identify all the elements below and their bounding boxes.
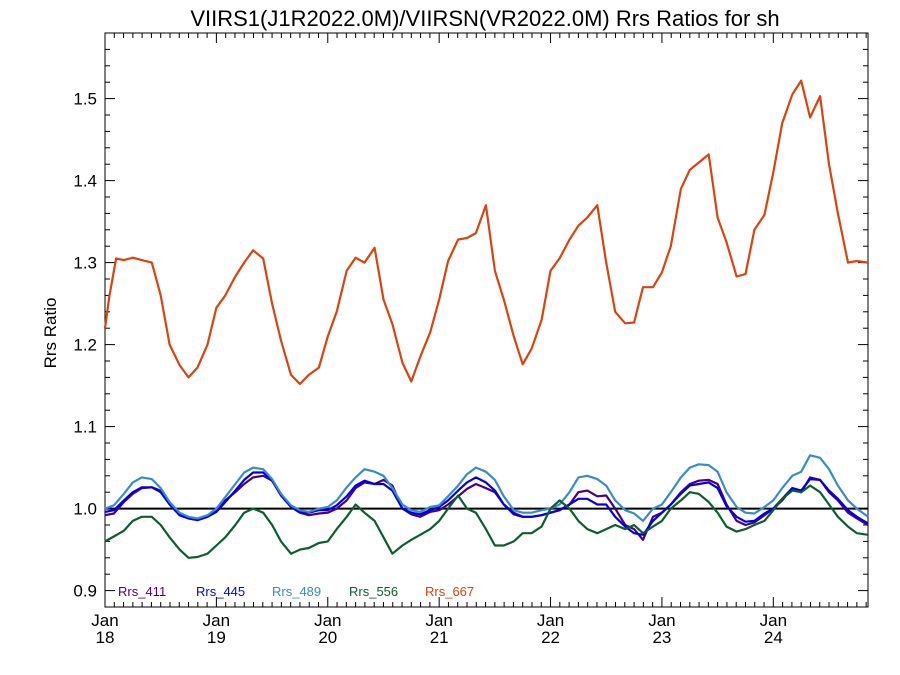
legend-item-rrs-445: Rrs_445 [196, 584, 245, 599]
legend-item-rrs-411: Rrs_411 [118, 584, 166, 599]
x-tick-label-month: Jan [760, 611, 787, 630]
series-line-rrs-489 [104, 454, 869, 522]
legend-item-rrs-667: Rrs_667 [425, 584, 474, 599]
x-tick-label-month: Jan [314, 611, 341, 630]
chart-title: VIIRS1(J1R2022.0M)/VIIRSN(VR2022.0M) Rrs… [190, 6, 779, 31]
x-tick-label-month: Jan [648, 611, 675, 630]
x-tick-label-month: Jan [203, 611, 230, 630]
series-line-rrs-556 [104, 484, 869, 559]
y-tick-label: 1.4 [73, 172, 97, 191]
x-tick-label-year: 24 [764, 628, 783, 647]
x-tick-label-year: 22 [541, 628, 560, 647]
x-tick-label-month: Jan [425, 611, 452, 630]
x-tick-label-month: Jan [91, 611, 118, 630]
x-tick-label-month: Jan [537, 611, 564, 630]
series-line-rrs-667 [103, 79, 869, 386]
y-tick-label: 1.1 [73, 418, 97, 437]
y-tick-label: 1.0 [73, 500, 97, 519]
series-line-rrs-445 [104, 471, 869, 536]
y-tick-label: 1.5 [73, 90, 97, 109]
x-tick-label-year: 20 [318, 628, 337, 647]
x-tick-label-year: 18 [96, 628, 115, 647]
y-tick-label: 1.2 [73, 336, 97, 355]
y-axis-label: Rrs Ratio [41, 298, 60, 369]
legend-item-rrs-556: Rrs_556 [349, 584, 398, 599]
y-tick-label: 1.3 [73, 254, 97, 273]
x-tick-label-year: 21 [430, 628, 449, 647]
y-tick-label: 0.9 [73, 582, 97, 601]
plot-frame [104, 32, 869, 608]
legend: Rrs_411 Rrs_445 Rrs_489 Rrs_556 Rrs_667 [118, 584, 474, 599]
legend-item-rrs-489: Rrs_489 [272, 584, 321, 599]
plot-area: 0.91.01.11.21.31.41.5Jan18Jan19Jan20Jan2… [73, 32, 869, 647]
x-tick-label-year: 23 [652, 628, 671, 647]
x-tick-label-year: 19 [207, 628, 226, 647]
